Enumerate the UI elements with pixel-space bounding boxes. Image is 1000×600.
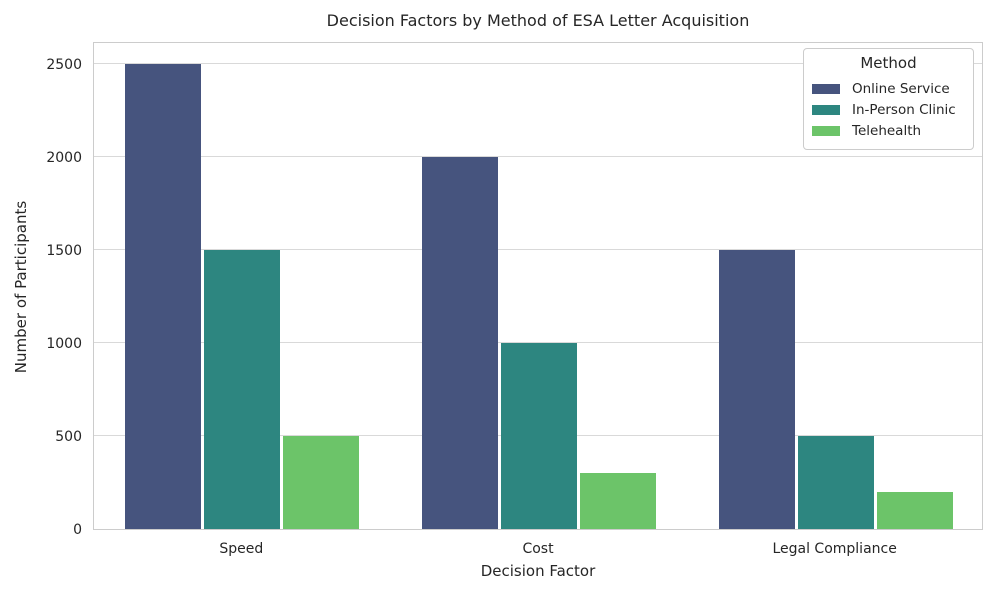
gridline-2000 xyxy=(94,155,982,158)
legend-item-telehealth: Telehealth xyxy=(812,120,965,141)
xtick-label-cost: Cost xyxy=(522,541,554,557)
legend-label: Telehealth xyxy=(852,122,922,139)
bar-speed-online-service xyxy=(125,64,202,529)
legend-item-in-person-clinic: In-Person Clinic xyxy=(812,99,965,120)
bar-cost-online-service xyxy=(421,157,498,529)
legend-title: Method xyxy=(860,54,917,72)
chart-title: Decision Factors by Method of ESA Letter… xyxy=(326,11,750,30)
y-axis-label: Number of Participants xyxy=(12,200,30,374)
bar-speed-in-person-clinic xyxy=(204,250,281,529)
legend-item-online-service: Online Service xyxy=(812,78,965,99)
bar-cost-in-person-clinic xyxy=(500,343,578,529)
bar-legal-compliance-in-person-clinic xyxy=(797,436,874,529)
legend-label: Online Service xyxy=(852,80,950,97)
ytick-label-1500: 1500 xyxy=(46,243,82,260)
ytick-label-1000: 1000 xyxy=(46,336,82,353)
legend-swatch-icon xyxy=(812,83,840,94)
gridline-1000 xyxy=(94,341,982,344)
x-axis-label: Decision Factor xyxy=(480,562,596,580)
legend-label: In-Person Clinic xyxy=(852,101,956,118)
xtick-label-speed: Speed xyxy=(219,541,264,557)
ytick-label-500: 500 xyxy=(55,429,82,446)
bar-cost-telehealth xyxy=(580,473,657,529)
xtick-label-legal-compliance: Legal Compliance xyxy=(772,541,897,557)
bar-legal-compliance-online-service xyxy=(718,250,795,529)
legend: Method Online Service In-Person Clinic Tel… xyxy=(803,48,974,150)
bar-speed-telehealth xyxy=(283,436,360,529)
gridline-1500 xyxy=(94,248,982,251)
gridline-2500 xyxy=(94,62,982,65)
legend-items: Online Service In-Person Clinic Telehealth xyxy=(812,78,965,141)
legend-swatch-icon xyxy=(812,125,840,136)
ytick-label-2000: 2000 xyxy=(46,150,82,167)
ytick-label-0: 0 xyxy=(73,522,82,538)
ytick-label-2500: 2500 xyxy=(46,57,82,74)
bar-legal-compliance-telehealth xyxy=(876,491,953,529)
legend-swatch-icon xyxy=(812,104,840,115)
